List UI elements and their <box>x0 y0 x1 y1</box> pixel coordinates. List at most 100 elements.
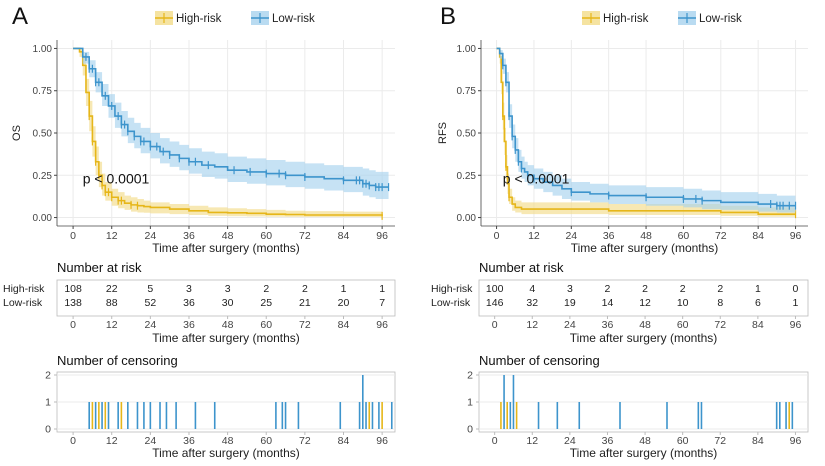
censoring-title: Number of censoring <box>479 353 600 368</box>
risk-count: 20 <box>338 297 350 309</box>
risk-x-tick-label: 60 <box>677 319 689 331</box>
censoring-x-tick-label: 24 <box>145 435 157 447</box>
censoring-y-tick-label: 0 <box>45 424 51 436</box>
risk-count: 146 <box>486 297 504 309</box>
y-tick-label: 0.50 <box>457 129 477 140</box>
censoring-x-tick-label: 84 <box>338 435 350 447</box>
risk-count: 25 <box>260 297 272 309</box>
risk-x-tick-label: 36 <box>602 319 614 331</box>
censoring-x-tick-label: 48 <box>222 435 234 447</box>
censoring-x-tick-label: 96 <box>790 435 802 447</box>
censoring-x-tick-label: 48 <box>639 435 651 447</box>
risk-x-tick-label: 72 <box>714 319 726 331</box>
risk-x-tick-label: 72 <box>299 319 311 331</box>
risk-count: 21 <box>299 297 311 309</box>
censoring-y-tick-label: 0 <box>467 424 473 436</box>
risk-x-tick-label: 96 <box>376 319 388 331</box>
risk-count: 6 <box>755 297 761 309</box>
legend-label: Low-risk <box>272 13 315 25</box>
panel-label: B <box>440 3 456 30</box>
risk-x-axis-label: Time after surgery (months) <box>570 331 718 345</box>
risk-count: 1 <box>755 283 761 295</box>
risk-count: 100 <box>486 283 504 295</box>
risk-box <box>56 279 396 317</box>
risk-count: 14 <box>602 297 614 309</box>
risk-x-tick-label: 0 <box>492 319 498 331</box>
risk-row-label: High-risk <box>3 283 45 295</box>
risk-count: 12 <box>639 297 651 309</box>
x-tick-label: 84 <box>338 230 350 242</box>
risk-count: 3 <box>186 283 192 295</box>
censoring-x-axis-label: Time after surgery (months) <box>152 446 300 460</box>
x-axis-label: Time after surgery (months) <box>571 241 719 255</box>
censoring-x-tick-label: 84 <box>752 435 764 447</box>
x-tick-label: 60 <box>678 230 690 242</box>
censoring-x-tick-label: 0 <box>492 435 498 447</box>
censoring-x-tick-label: 72 <box>714 435 726 447</box>
censoring-x-tick-label: 36 <box>602 435 614 447</box>
risk-x-tick-label: 12 <box>526 319 538 331</box>
risk-x-tick-label: 48 <box>639 319 651 331</box>
x-tick-label: 48 <box>640 230 652 242</box>
censoring-y-tick-label: 2 <box>467 370 473 382</box>
y-tick-label: 0.25 <box>33 171 53 182</box>
x-tick-label: 84 <box>752 230 764 242</box>
censoring-x-tick-label: 36 <box>183 435 195 447</box>
risk-count: 2 <box>680 283 686 295</box>
risk-row-label: Low-risk <box>431 297 471 309</box>
y-axis-label: OS <box>11 125 23 141</box>
censoring-y-tick-label: 2 <box>45 370 51 382</box>
risk-x-tick-label: 36 <box>183 319 195 331</box>
y-tick-label: 0.00 <box>457 213 477 224</box>
y-tick-label: 0.00 <box>33 213 53 224</box>
censoring-x-axis-label: Time after surgery (months) <box>570 446 718 460</box>
risk-count: 2 <box>642 283 648 295</box>
panel-label: A <box>12 3 28 30</box>
risk-count: 52 <box>145 297 157 309</box>
x-tick-label: 24 <box>145 230 157 242</box>
risk-count: 1 <box>793 297 799 309</box>
censoring-x-tick-label: 60 <box>260 435 272 447</box>
censoring-y-tick-label: 1 <box>467 397 473 409</box>
x-tick-label: 36 <box>183 230 195 242</box>
ci-band <box>496 48 796 213</box>
censoring-x-tick-label: 60 <box>677 435 689 447</box>
risk-x-tick-label: 84 <box>338 319 350 331</box>
risk-count: 88 <box>106 297 118 309</box>
risk-count: 0 <box>793 283 799 295</box>
risk-count: 10 <box>677 297 689 309</box>
y-tick-label: 1.00 <box>33 44 53 55</box>
risk-count: 3 <box>567 283 573 295</box>
x-tick-label: 72 <box>715 230 727 242</box>
series-high-risk <box>73 47 383 220</box>
legend-label: Low-risk <box>699 13 742 25</box>
risk-x-tick-label: 84 <box>752 319 764 331</box>
risk-x-tick-label: 0 <box>70 319 76 331</box>
risk-row-label: Low-risk <box>3 297 43 309</box>
risk-count: 22 <box>106 283 118 295</box>
risk-title: Number at risk <box>57 260 142 275</box>
y-tick-label: 0.75 <box>33 86 53 97</box>
legend: High-risk Low-risk <box>582 11 742 25</box>
x-tick-label: 36 <box>603 230 615 242</box>
survival-line <box>496 47 796 215</box>
censoring-x-tick-label: 12 <box>526 435 538 447</box>
legend-label: High-risk <box>176 13 222 25</box>
ci-band <box>73 48 389 199</box>
risk-count: 2 <box>717 283 723 295</box>
risk-count: 1 <box>341 283 347 295</box>
x-tick-label: 96 <box>790 230 802 242</box>
censoring-title: Number of censoring <box>57 353 178 368</box>
y-tick-label: 1.00 <box>457 44 477 55</box>
censoring-x-tick-label: 96 <box>376 435 388 447</box>
y-tick-label: 0.75 <box>457 86 477 97</box>
risk-count: 4 <box>529 283 535 295</box>
legend-label: High-risk <box>603 13 649 25</box>
censoring-x-tick-label: 0 <box>70 435 76 447</box>
x-tick-label: 96 <box>376 230 388 242</box>
x-tick-label: 60 <box>260 230 272 242</box>
